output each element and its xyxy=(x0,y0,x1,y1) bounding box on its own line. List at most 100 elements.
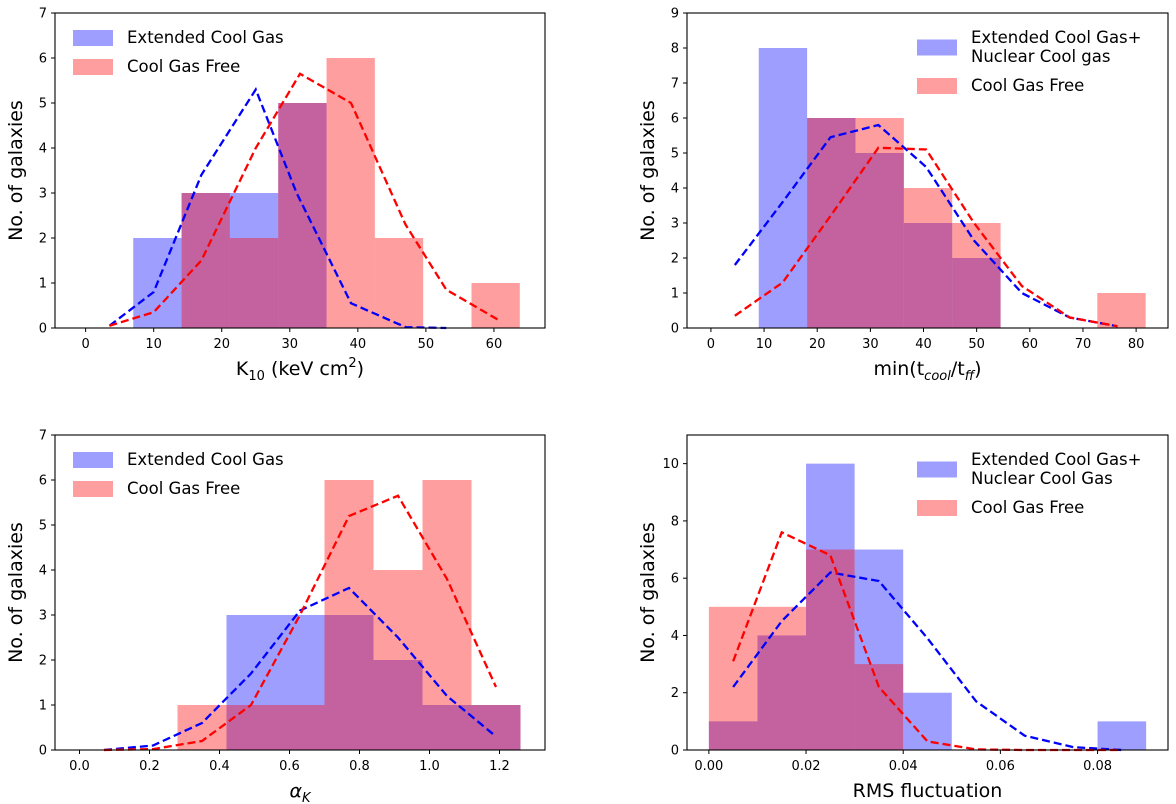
plot-frame xyxy=(686,12,1169,329)
x-axis-label: K10 (keV cm2) xyxy=(236,356,364,384)
x-axis-label: RMS fluctuation xyxy=(853,780,1003,802)
x-tick-label: 1.0 xyxy=(419,759,440,774)
bar-a-1 xyxy=(181,193,230,328)
y-tick-label: 2 xyxy=(671,686,679,701)
bar-a-3 xyxy=(373,660,423,750)
x-tick-label: 20 xyxy=(213,337,230,352)
x-tick-label: 30 xyxy=(282,337,299,352)
bar-b-3 xyxy=(952,223,1001,328)
bar-b-1 xyxy=(229,238,279,328)
bar-b-1 xyxy=(757,606,807,750)
bar-b-0 xyxy=(807,118,856,328)
bar-a-3 xyxy=(903,223,953,328)
y-tick-label: 7 xyxy=(39,429,47,444)
legend-swatch-b xyxy=(917,78,957,94)
bar-a-2 xyxy=(855,153,904,328)
y-tick-label: 1 xyxy=(39,699,47,714)
bar-b-6 xyxy=(1097,293,1146,328)
legend-swatch-a xyxy=(917,39,957,56)
x-tick-label: 50 xyxy=(418,337,435,352)
bar-b-4 xyxy=(374,238,424,328)
bar-a-8 xyxy=(1097,721,1147,750)
y-tick-label: 6 xyxy=(39,474,47,489)
bar-b-2 xyxy=(275,705,325,750)
y-axis-label: No. of galaxies xyxy=(5,522,27,663)
y-tick-label: 5 xyxy=(671,147,679,162)
legend-swatch-b xyxy=(73,481,113,497)
chart-panel-2: 0 10 20 30 40 50 60 70 80 0 1 2 3 4 5 6 7 8 9 No. of galaxi… xyxy=(637,7,1169,384)
plot-frame xyxy=(54,12,546,329)
legend-label-b: Cool Gas Free xyxy=(127,479,240,498)
y-tick-label: 8 xyxy=(671,42,679,57)
y-tick-label: 1 xyxy=(39,277,47,292)
x-tick-label: 0 xyxy=(707,337,715,352)
x-tick-label: 10 xyxy=(756,337,773,352)
chart-panel-1: 0 10 20 30 40 50 60 0 1 2 3 4 5 6 7 No. of galaxies K10 … xyxy=(5,7,546,384)
bar-b-1 xyxy=(226,705,276,750)
bar-a-4 xyxy=(422,705,472,750)
y-tick-label: 0 xyxy=(671,744,679,759)
bar-a-2 xyxy=(229,193,279,328)
x-tick-label: 70 xyxy=(1075,337,1092,352)
y-tick-label: 3 xyxy=(39,187,47,202)
bar-a-0 xyxy=(758,48,808,328)
x-tick-label: 40 xyxy=(915,337,932,352)
x-tick-label: 0.02 xyxy=(792,759,821,774)
curve-a xyxy=(732,571,1122,752)
plot-frame xyxy=(54,434,546,751)
x-tick-label: 0 xyxy=(81,337,89,352)
y-tick-label: 4 xyxy=(671,182,679,197)
bar-b-3 xyxy=(326,58,375,328)
x-tick-label: 0.6 xyxy=(279,759,300,774)
y-tick-label: 6 xyxy=(39,52,47,67)
x-axis-label: αK​ xyxy=(289,780,312,804)
legend: Extended Cool Gas Cool Gas Free xyxy=(73,28,284,76)
legend-label-b: Cool Gas Free xyxy=(971,498,1084,517)
x-tick-label: 60 xyxy=(486,337,503,352)
legend-label-a: Extended Cool Gas xyxy=(127,28,284,47)
x-tick-label: 0.4 xyxy=(209,759,230,774)
legend: Extended Cool Gas+ Nuclear Cool Gas Cool … xyxy=(917,450,1141,517)
y-tick-label: 6 xyxy=(671,112,679,127)
y-tick-label: 1 xyxy=(671,287,679,302)
bar-a-1 xyxy=(807,118,856,328)
y-tick-label: 4 xyxy=(671,629,679,644)
y-tick-label: 5 xyxy=(39,519,47,534)
legend-label-a: Extended Cool Gas+ xyxy=(971,28,1141,47)
y-tick-label: 0 xyxy=(39,322,47,337)
curve-b xyxy=(109,72,502,327)
y-tick-label: 9 xyxy=(671,7,679,22)
x-tick-label: 0.04 xyxy=(889,759,918,774)
legend-label-b: Cool Gas Free xyxy=(971,76,1084,95)
bar-b-2 xyxy=(806,549,855,750)
y-tick-label: 7 xyxy=(671,77,679,92)
y-tick-label: 3 xyxy=(671,217,679,232)
x-tick-label: 0.2 xyxy=(139,759,160,774)
bar-a-3 xyxy=(854,549,904,750)
x-tick-label: 1.2 xyxy=(489,759,510,774)
x-tick-label: 0.08 xyxy=(1083,759,1112,774)
y-tick-label: 4 xyxy=(39,564,47,579)
legend-swatch-a xyxy=(73,30,113,46)
y-tick-label: 0 xyxy=(39,744,47,759)
legend-label-a: Nuclear Cool Gas xyxy=(971,469,1113,488)
legend-label-b: Cool Gas Free xyxy=(127,57,240,76)
y-tick-label: 10 xyxy=(662,457,679,472)
x-tick-label: 60 xyxy=(1022,337,1039,352)
curve-b xyxy=(103,494,498,752)
y-axis-label: No. of galaxies xyxy=(637,100,659,241)
bar-b-5 xyxy=(422,480,472,750)
bar-a-1 xyxy=(275,615,325,750)
bar-b-4 xyxy=(373,570,423,750)
x-tick-label: 0.8 xyxy=(349,759,370,774)
bar-b-6 xyxy=(471,283,520,328)
plot-frame xyxy=(686,434,1169,751)
legend: Extended Cool Gas Cool Gas Free xyxy=(73,450,284,498)
bar-a-2 xyxy=(324,615,374,750)
legend-label-a: Extended Cool Gas+ xyxy=(971,450,1141,469)
bar-b-2 xyxy=(903,188,953,328)
x-axis-label: min(tcool/tff) xyxy=(873,358,981,384)
bar-b-3 xyxy=(324,480,374,750)
legend-swatch-b xyxy=(917,500,957,516)
